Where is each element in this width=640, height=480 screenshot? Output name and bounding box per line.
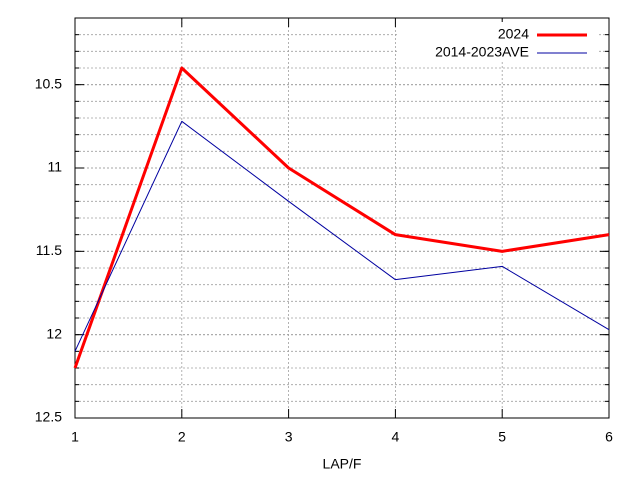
y-tick-label: 10.5 [35,75,62,91]
x-tick-label: 4 [392,429,400,445]
x-tick-label: 2 [178,429,186,445]
x-tick-label: 1 [71,429,79,445]
legend-box [399,22,599,62]
y-tick-label: 11 [47,159,62,175]
x-axis-label: LAP/F [323,456,362,472]
x-tick-label: 5 [498,429,506,445]
series-line [73,66,610,369]
y-tick-label: 12.5 [35,409,62,425]
y-tick-label: 11.5 [36,242,62,258]
plot-border [74,17,610,419]
series-line [74,120,610,352]
legend-label: 2024 [498,26,529,42]
legend: 2024 2014-2023AVE [399,22,599,62]
x-tick-label: 3 [285,429,293,445]
legend-label: 2014-2023AVE [435,44,529,60]
y-tick-label: 12 [46,325,62,341]
x-tick-label: 6 [605,429,613,445]
